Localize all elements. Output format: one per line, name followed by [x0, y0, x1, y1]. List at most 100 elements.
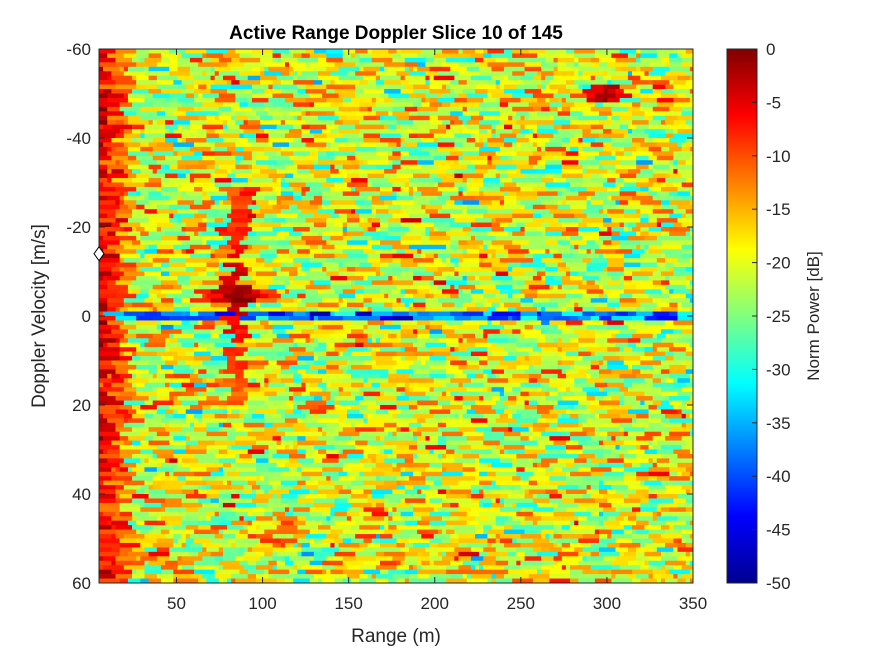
heatmap-cell: [669, 373, 691, 379]
heatmap-cell: [181, 502, 203, 508]
heatmap-cell: [413, 436, 418, 441]
heatmap-cell: [103, 413, 125, 419]
heatmap-cell: [297, 356, 315, 361]
heatmap-cell: [689, 155, 694, 161]
heatmap-cell: [251, 84, 269, 90]
heatmap-cell: [136, 138, 154, 143]
heatmap-cell: [408, 387, 414, 392]
heatmap-cell: [565, 186, 571, 192]
heatmap-cell: [549, 462, 567, 468]
heatmap-cell: [689, 431, 694, 437]
heatmap-cell: [586, 164, 600, 170]
heatmap-cell: [396, 445, 410, 450]
heatmap-cell: [594, 280, 608, 286]
heatmap-cell: [516, 195, 538, 201]
heatmap-cell: [545, 445, 567, 450]
heatmap-cell: [363, 227, 368, 232]
heatmap-cell: [396, 142, 401, 148]
heatmap-cell: [660, 280, 670, 286]
heatmap-cell: [214, 169, 228, 174]
heatmap-cell: [198, 418, 203, 424]
heatmap-cell: [495, 133, 501, 139]
heatmap-cell: [413, 222, 435, 228]
heatmap-cell: [570, 316, 579, 321]
heatmap-cell: [260, 204, 273, 210]
heatmap-cell: [462, 405, 472, 410]
heatmap-cell: [503, 253, 509, 259]
heatmap-cell: [396, 436, 410, 441]
heatmap-cell: [392, 449, 397, 455]
heatmap-cell: [379, 382, 397, 388]
heatmap-cell: [210, 195, 228, 201]
heatmap-cell: [557, 106, 563, 112]
heatmap-cell: [280, 267, 298, 272]
heatmap-cell: [198, 391, 203, 397]
heatmap-cell: [132, 498, 145, 504]
heatmap-cell: [541, 462, 550, 468]
heatmap-cell: [264, 378, 269, 384]
heatmap-cell: [297, 440, 315, 446]
heatmap-cell: [499, 449, 505, 455]
heatmap-cell: [578, 124, 592, 130]
heatmap-cell: [289, 502, 306, 508]
heatmap-cell: [396, 400, 418, 406]
heatmap-cell: [367, 307, 373, 312]
heatmap-cell: [462, 431, 484, 437]
heatmap-cell: [313, 160, 319, 165]
heatmap-cell: [669, 62, 682, 68]
heatmap-cell: [636, 418, 649, 424]
heatmap-cell: [404, 467, 426, 473]
heatmap-cell: [648, 467, 670, 473]
heatmap-cell: [99, 440, 112, 446]
heatmap-cell: [425, 298, 439, 303]
heatmap-cell: [202, 191, 207, 197]
heatmap-cell: [470, 298, 488, 303]
heatmap-cell: [239, 262, 244, 268]
heatmap-cell: [520, 333, 525, 339]
heatmap-cell: [276, 298, 294, 303]
heatmap-cell: [140, 342, 145, 348]
heatmap-cell: [454, 458, 476, 464]
heatmap-cell: [177, 235, 191, 241]
heatmap-cell: [640, 240, 662, 246]
heatmap-cell: [103, 235, 120, 241]
heatmap-cell: [231, 66, 253, 72]
heatmap-cell: [656, 307, 662, 312]
heatmap-cell: [280, 222, 294, 228]
heatmap-cell: [264, 102, 273, 108]
heatmap-cell: [541, 244, 550, 250]
heatmap-cell: [127, 66, 145, 72]
heatmap-cell: [475, 195, 484, 201]
heatmap-cell: [417, 200, 430, 206]
heatmap-cell: [570, 142, 592, 148]
heatmap-cell: [169, 396, 174, 401]
heatmap-cell: [355, 75, 364, 81]
heatmap-cell: [665, 258, 678, 263]
heatmap-cell: [206, 382, 220, 388]
heatmap-cell: [549, 494, 563, 499]
heatmap-cell: [247, 271, 257, 277]
heatmap-cell: [491, 75, 505, 81]
heatmap-cell: [301, 133, 315, 139]
heatmap-cell: [458, 382, 463, 388]
heatmap-cell: [264, 427, 277, 432]
heatmap-cell: [156, 462, 162, 468]
heatmap-cell: [565, 97, 587, 103]
heatmap-cell: [532, 142, 538, 148]
heatmap-cell: [206, 213, 228, 219]
heatmap-cell: [685, 440, 694, 446]
heatmap-cell: [636, 57, 641, 63]
heatmap-cell: [309, 169, 331, 174]
heatmap-cell: [181, 485, 199, 490]
heatmap-cell: [673, 289, 691, 295]
heatmap-cell: [272, 324, 294, 330]
heatmap-cell: [256, 280, 273, 286]
heatmap-cell: [582, 356, 604, 361]
heatmap-cell: [623, 453, 637, 459]
heatmap-cell: [594, 396, 604, 401]
heatmap-cell: [103, 436, 120, 441]
heatmap-cell: [549, 364, 558, 370]
heatmap-cell: [218, 115, 232, 121]
heatmap-cell: [479, 71, 492, 76]
heatmap-cell: [503, 445, 525, 450]
